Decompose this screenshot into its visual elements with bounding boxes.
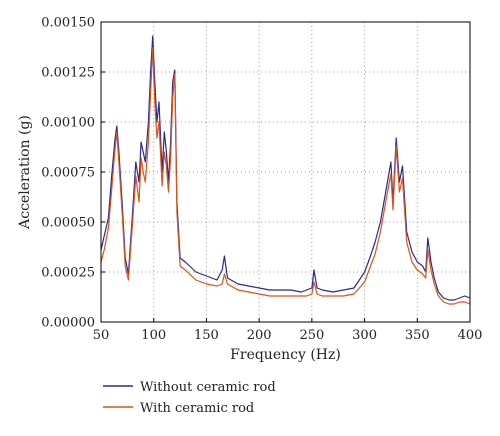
x-tick-label: 350 xyxy=(405,328,430,343)
y-axis-title: Acceleration (g) xyxy=(17,115,33,230)
x-tick-label: 250 xyxy=(299,328,324,343)
x-tick-label: 400 xyxy=(458,328,483,343)
x-axis-title: Frequency (Hz) xyxy=(230,347,341,363)
y-tick-label: 0.00000 xyxy=(41,316,95,331)
y-tick-label: 0.00100 xyxy=(41,116,95,131)
x-tick-label: 300 xyxy=(352,328,377,343)
series-line-with-ceramic-rod xyxy=(100,47,471,305)
y-tick-label: 0.00150 xyxy=(41,16,95,31)
y-tick-labels: 0.00000 0.00025 0.00050 0.00075 0.00100 0.001… xyxy=(41,16,95,331)
axis-ticks xyxy=(100,21,471,323)
y-tick-label: 0.00025 xyxy=(41,266,95,281)
y-tick-label: 0.00075 xyxy=(41,166,95,181)
series-layer xyxy=(100,35,471,305)
x-tick-labels: 50 100 150 200 250 300 350 400 xyxy=(93,328,483,343)
series-line-without-ceramic-rod xyxy=(100,35,471,301)
legend: Without ceramic rod With ceramic rod xyxy=(103,380,276,416)
legend-label-with-ceramic-rod: With ceramic rod xyxy=(140,401,254,416)
x-tick-label: 200 xyxy=(247,328,272,343)
y-tick-label: 0.00125 xyxy=(41,66,95,81)
y-tick-label: 0.00050 xyxy=(41,216,95,231)
legend-label-without-ceramic-rod: Without ceramic rod xyxy=(140,380,276,395)
grid xyxy=(101,22,470,322)
x-tick-label: 100 xyxy=(141,328,166,343)
x-tick-label: 150 xyxy=(194,328,219,343)
x-tick-label: 50 xyxy=(93,328,110,343)
